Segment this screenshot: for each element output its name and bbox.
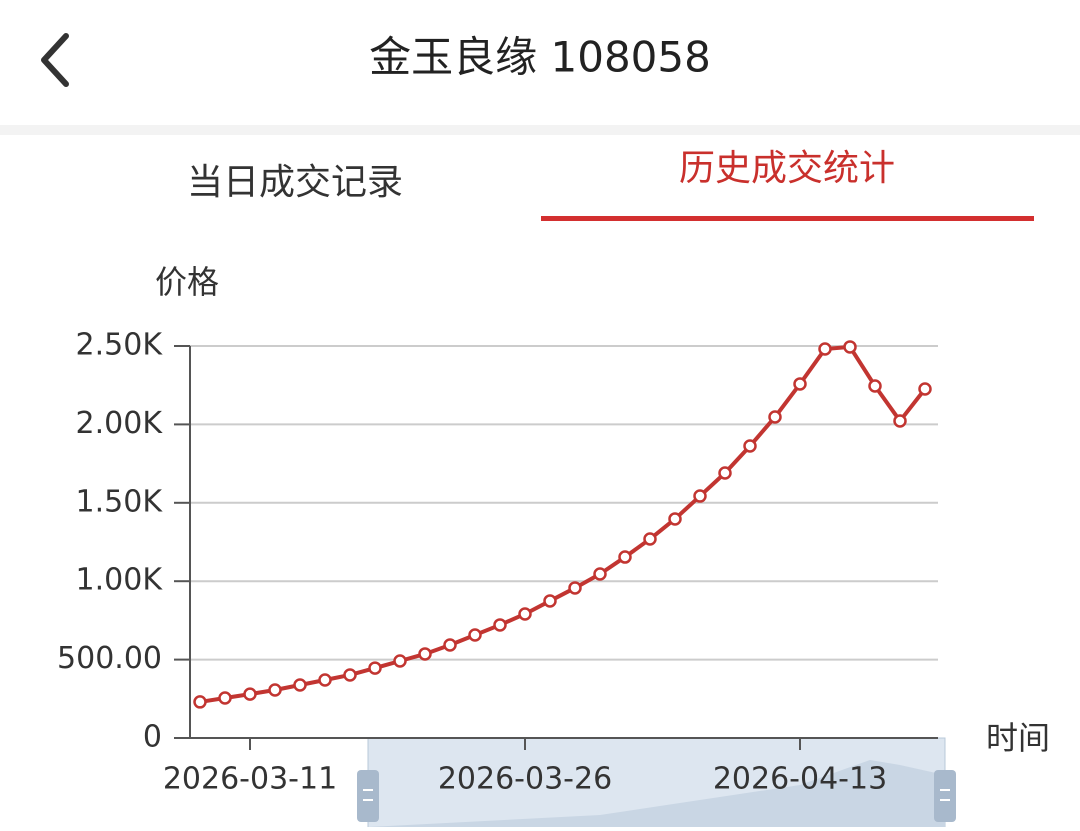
data-point — [618, 550, 632, 564]
data-point — [893, 414, 907, 428]
data-point — [218, 691, 232, 705]
x-axis-label: 时间 — [986, 719, 1050, 757]
data-point — [318, 673, 332, 687]
data-point — [793, 377, 807, 391]
data-point — [443, 638, 457, 652]
data-point — [268, 683, 282, 697]
data-point — [543, 594, 557, 608]
y-tick-label: 1.00K — [76, 563, 164, 598]
data-point — [243, 687, 257, 701]
back-button[interactable] — [41, 33, 69, 87]
y-tick-label: 500.00 — [57, 641, 162, 676]
y-tick-label: 2.00K — [76, 406, 164, 441]
data-point — [468, 628, 482, 642]
x-tick-label: 2026-04-13 — [713, 762, 887, 797]
data-point — [418, 647, 432, 661]
tab[interactable]: 当日成交记录 — [187, 162, 403, 203]
tab-underline — [541, 216, 1034, 221]
data-point — [868, 379, 882, 393]
x-tick-label: 2026-03-26 — [438, 762, 612, 797]
data-point — [193, 695, 207, 709]
data-point — [518, 607, 532, 621]
data-point — [393, 654, 407, 668]
data-point — [843, 340, 857, 354]
zoom-preview — [368, 760, 945, 827]
data-point — [593, 567, 607, 581]
data-point — [568, 581, 582, 595]
page-title: 金玉良缘 108058 — [369, 33, 711, 82]
zoom-handle[interactable] — [357, 770, 379, 822]
data-point — [818, 342, 832, 356]
data-point — [718, 466, 732, 480]
data-point — [368, 661, 382, 675]
data-point — [643, 532, 657, 546]
data-point — [768, 410, 782, 424]
data-point — [918, 382, 932, 396]
data-point — [743, 439, 757, 453]
tab-active[interactable]: 历史成交统计 — [679, 148, 895, 189]
y-tick-label: 1.50K — [76, 484, 164, 519]
header-bar — [0, 0, 1080, 125]
data-point — [343, 668, 357, 682]
data-point — [493, 618, 507, 632]
x-tick-label: 2026-03-11 — [163, 762, 337, 797]
data-point — [693, 489, 707, 503]
data-point — [668, 512, 682, 526]
y-tick-label: 0 — [143, 720, 162, 755]
y-axis-label: 价格 — [155, 263, 219, 301]
zoom-handle[interactable] — [934, 770, 956, 822]
data-point — [293, 678, 307, 692]
y-tick-label: 2.50K — [76, 328, 164, 363]
price-line — [199, 344, 927, 704]
divider — [0, 125, 1080, 135]
